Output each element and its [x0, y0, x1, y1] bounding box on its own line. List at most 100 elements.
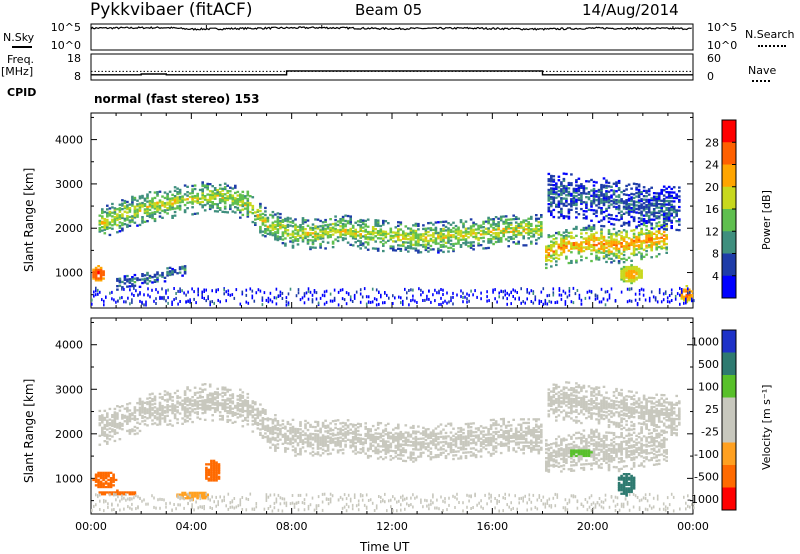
- scatter-cell: [371, 227, 375, 231]
- scatter-cell: [264, 426, 267, 430]
- scatter-cell: [208, 193, 212, 196]
- scatter-cell: [412, 430, 415, 433]
- scatter-cell: [462, 451, 465, 454]
- scatter-cell: [575, 191, 578, 194]
- scatter-cell: [379, 455, 383, 459]
- scatter-cell: [229, 397, 232, 400]
- scatter-cell: [625, 235, 628, 239]
- scatter-cell: [376, 427, 380, 430]
- scatter-cell: [625, 241, 628, 244]
- scatter-cell: [547, 234, 551, 237]
- scatter-cell: [449, 443, 453, 447]
- scatter-cell: [108, 407, 112, 411]
- scatter-cell: [274, 424, 277, 427]
- scatter-cell: [146, 408, 149, 411]
- scatter-cell: [595, 199, 598, 202]
- speckle-cell: [685, 297, 687, 301]
- scatter-cell: [316, 225, 320, 228]
- scatter-cell: [286, 234, 290, 237]
- speckle-cell: [311, 293, 314, 297]
- scatter-cell: [472, 422, 475, 425]
- scatter-cell: [617, 211, 621, 215]
- scatter-cell: [625, 258, 628, 262]
- scatter-cell: [158, 206, 162, 209]
- scatter-cell: [660, 247, 663, 250]
- scatter-cell: [642, 239, 646, 242]
- scatter-cell: [597, 256, 601, 259]
- scatter-cell: [462, 234, 465, 238]
- scatter-patch-cell: [688, 297, 691, 300]
- scatter-cell: [517, 222, 520, 226]
- scatter-cell: [151, 281, 154, 284]
- scatter-cell: [630, 252, 633, 255]
- speckle-cell: [139, 299, 141, 303]
- scatter-cell: [434, 447, 438, 450]
- scatter-cell: [259, 202, 262, 206]
- scatter-cell: [655, 230, 658, 233]
- scatter-cell: [404, 236, 408, 239]
- scatter-cell: [467, 241, 470, 244]
- scatter-cell: [186, 414, 189, 417]
- scatter-cell: [309, 436, 312, 439]
- speckle-cell: [689, 291, 691, 294]
- scatter-cell: [459, 439, 463, 442]
- scatter-cell: [176, 418, 179, 421]
- scatter-cell: [640, 210, 643, 213]
- scatter-cell: [678, 205, 681, 209]
- scatter-cell: [590, 208, 593, 212]
- scatter-cell: [326, 241, 330, 244]
- scatter-cell: [234, 200, 237, 203]
- scatter-cell: [612, 233, 616, 236]
- scatter-cell: [341, 233, 345, 236]
- scatter-patch-cell: [627, 274, 631, 278]
- scatter-cell: [429, 234, 433, 237]
- scatter-cell: [241, 208, 245, 211]
- scatter-cell: [597, 238, 601, 242]
- scatter-patch-cell: [94, 277, 98, 280]
- scatter-cell: [665, 203, 668, 206]
- scatter-cell: [106, 204, 109, 207]
- scatter-cell: [146, 417, 149, 420]
- scatter-cell: [382, 242, 385, 246]
- scatter-cell: [334, 433, 337, 437]
- scatter-cell: [389, 449, 393, 452]
- scatter-cell: [655, 248, 658, 251]
- scatter-cell: [304, 220, 307, 224]
- scatter-cell: [374, 219, 377, 222]
- scatter-cell: [314, 239, 317, 242]
- scatter-cell: [457, 436, 460, 439]
- speckle-cell: [131, 298, 133, 302]
- scatter-cell: [384, 429, 388, 432]
- scatter-cell: [289, 240, 292, 243]
- scatter-cell: [452, 230, 455, 233]
- scatter-cell: [444, 234, 448, 237]
- scatter-cell: [163, 406, 167, 409]
- scatter-cell: [216, 405, 219, 408]
- speckle-cell: [307, 287, 310, 291]
- scatter-cell: [678, 220, 681, 223]
- scatter-cell: [597, 247, 601, 250]
- scatter-cell: [565, 241, 568, 244]
- scatter-cell: [459, 437, 463, 440]
- scatter-cell: [261, 409, 265, 413]
- scatter-cell: [206, 193, 209, 196]
- scatter-cell: [474, 443, 478, 446]
- speckle-cell: [520, 287, 522, 291]
- scatter-cell: [304, 425, 307, 428]
- scatter-cell: [620, 236, 623, 239]
- scatter-cell: [246, 197, 250, 200]
- scatter-cell: [585, 232, 588, 235]
- scatter-cell: [186, 420, 189, 423]
- scatter-cell: [615, 247, 618, 250]
- scatter-cell: [439, 441, 443, 444]
- scatter-cell: [414, 233, 418, 236]
- scatter-cell: [427, 250, 430, 253]
- speckle-cell: [197, 290, 199, 294]
- scatter-cell: [454, 237, 458, 240]
- scatter-cell: [211, 401, 214, 404]
- scatter-cell: [580, 248, 583, 251]
- scatter-cell: [374, 450, 377, 453]
- scatter-cell: [284, 230, 287, 233]
- scatter-cell: [101, 428, 104, 431]
- scatter-cell: [193, 400, 197, 404]
